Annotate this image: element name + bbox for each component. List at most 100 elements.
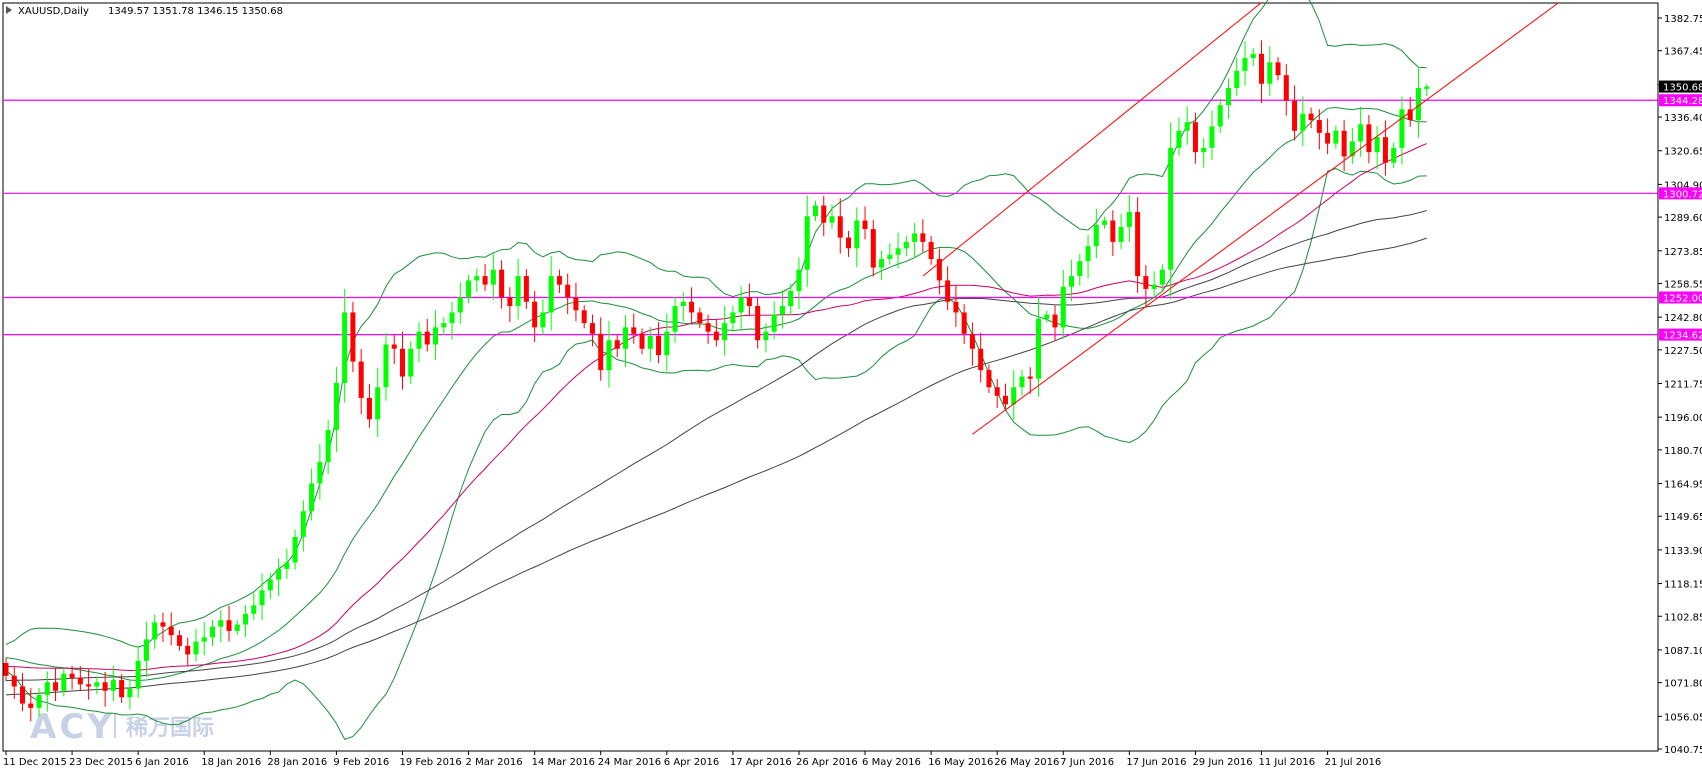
candle-body <box>119 680 125 698</box>
candle-body <box>490 269 496 285</box>
moving-average-long <box>5 237 1427 696</box>
candle-body <box>284 562 290 569</box>
candle-body <box>1085 246 1091 262</box>
candle-body <box>1217 105 1223 127</box>
candle-body <box>631 327 637 334</box>
candle-body <box>441 323 447 328</box>
candle-body <box>1300 113 1306 131</box>
candle-body <box>1159 269 1165 285</box>
candle-body <box>416 331 422 349</box>
trend-line <box>922 2 1262 277</box>
candle-body <box>44 682 50 696</box>
candle-body <box>1110 220 1116 242</box>
candle-body <box>730 312 736 324</box>
candle-body <box>499 269 505 298</box>
price-tick-label: 1102.85 <box>1664 612 1702 623</box>
candle-body <box>391 344 397 349</box>
candle-body <box>1333 130 1339 144</box>
header-arrow-icon <box>6 6 12 14</box>
candle-body <box>300 511 306 537</box>
candle-body <box>887 254 893 259</box>
candle-body <box>1093 224 1099 247</box>
watermark-brand: ACY <box>30 707 115 747</box>
price-tick-label: 1118.15 <box>1664 580 1702 591</box>
candle-body <box>647 335 653 349</box>
candle-body <box>1060 286 1066 328</box>
candle-body <box>1209 126 1215 148</box>
time-tick-label: 14 Mar 2016 <box>532 757 595 768</box>
candle-body <box>969 333 975 349</box>
candle-body <box>1366 124 1372 153</box>
level-price-tag <box>1659 94 1702 107</box>
price-tick-label: 1336.40 <box>1664 113 1702 124</box>
candle-body <box>779 306 785 315</box>
candle-body <box>234 624 240 631</box>
candle-body <box>1234 70 1240 89</box>
watermark-divider <box>114 714 116 738</box>
candle-body <box>705 323 711 332</box>
watermark-name: 稀万国际 <box>126 715 214 741</box>
candle-body <box>86 684 92 687</box>
time-tick-label: 11 Jul 2016 <box>1259 757 1316 768</box>
candle-body <box>895 248 901 255</box>
price-tick-label: 1056.05 <box>1664 712 1702 723</box>
candle-body <box>639 333 645 349</box>
candle-body <box>1052 314 1058 328</box>
candle-body <box>193 641 199 655</box>
candle-body <box>1267 62 1273 84</box>
candle-body <box>226 620 232 631</box>
price-tick-label: 1304.90 <box>1664 180 1702 191</box>
candle-body <box>1225 88 1231 106</box>
candle-body <box>375 387 381 420</box>
candle-body <box>176 635 182 646</box>
time-tick-label: 29 Jun 2016 <box>1192 757 1252 768</box>
indicator-lines <box>5 0 1427 741</box>
candle-body <box>945 280 951 302</box>
price-tick-label: 1289.60 <box>1664 213 1702 224</box>
candle-body <box>821 205 827 223</box>
candle-body <box>1184 122 1190 131</box>
candle-body <box>185 645 191 655</box>
candle-body <box>763 331 769 341</box>
candle-body <box>433 327 439 345</box>
candle-body <box>1424 86 1430 89</box>
candle-body <box>1325 132 1331 144</box>
candle-body <box>11 675 17 687</box>
candle-body <box>1036 318 1041 379</box>
candle-body <box>102 682 108 691</box>
candle-body <box>210 626 215 638</box>
time-tick-label: 23 Dec 2015 <box>69 757 133 768</box>
candle-body <box>1118 226 1124 242</box>
candle-body <box>697 312 703 324</box>
candle-body <box>1358 124 1364 142</box>
price-tick-label: 1196.00 <box>1664 413 1702 424</box>
time-tick-label: 24 Mar 2016 <box>598 757 661 768</box>
candle-body <box>961 312 967 334</box>
candle-body <box>573 297 579 311</box>
candle-body <box>854 220 860 249</box>
level-price-label: 1300.72 <box>1663 189 1702 200</box>
candle-body <box>408 348 414 377</box>
candle-body <box>903 241 909 249</box>
candle-body <box>110 680 116 691</box>
candle-body <box>1250 53 1256 59</box>
current-price-tag <box>1659 80 1702 93</box>
price-tick-label: 1320.65 <box>1664 147 1702 158</box>
time-tick-label: 11 Dec 2015 <box>3 757 67 768</box>
trend-channel <box>922 2 1560 435</box>
candle-body <box>1044 314 1050 319</box>
time-tick-label: 18 Jan 2016 <box>201 757 261 768</box>
candle-body <box>581 310 587 324</box>
candle-body <box>1002 395 1008 405</box>
candle-body <box>399 348 405 377</box>
moving-average-short <box>5 143 1427 672</box>
candle-body <box>1374 137 1380 153</box>
price-tick-label: 1211.75 <box>1664 380 1702 391</box>
price-tick-label: 1164.95 <box>1664 480 1702 491</box>
time-tick-label: 26 May 2016 <box>994 757 1059 768</box>
candle-body <box>928 241 934 259</box>
candle-body <box>796 269 802 292</box>
watermark: ACY 稀万国际 <box>30 707 214 747</box>
candle-body <box>424 331 430 345</box>
